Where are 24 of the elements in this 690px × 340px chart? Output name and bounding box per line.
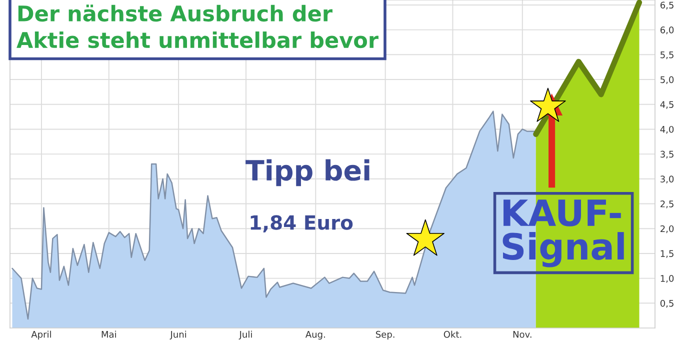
- text: Der nächste Ausbruch der Aktie steht unmittelbar bevor: [16, 4, 378, 48]
- annotation: 1,84 Euro: [250, 215, 353, 232]
- y-tick-label: 5,5: [660, 52, 674, 60]
- x-tick-label: Nov.: [513, 331, 532, 338]
- y-tick-label: 0,5: [660, 300, 674, 308]
- y-tick-label: 4,5: [660, 101, 674, 109]
- y-tick-label: 6,0: [660, 26, 674, 34]
- x-tick-label: Aug.: [305, 331, 325, 340]
- y-tick-label: 2,0: [660, 225, 674, 234]
- y-tick-label: 1,5: [660, 250, 674, 258]
- x-tick-label: Okt.: [444, 330, 462, 338]
- x-tick-label: Juli: [238, 330, 252, 340]
- annotation: Tipp bei: [246, 159, 370, 186]
- x-tick-label: Mai: [102, 330, 116, 338]
- y-tick-label: 4,0: [660, 126, 674, 134]
- y-tick-label: 1,0: [660, 275, 674, 283]
- y-tick-label: 2,5: [660, 200, 674, 208]
- y-tick-label: 6,5: [660, 2, 674, 10]
- x-tick-label: Sep.: [376, 330, 394, 340]
- y-tick-label: 3,5: [660, 150, 674, 159]
- y-tick-label: 3,0: [660, 176, 674, 184]
- y-tick-label: 5,0: [660, 76, 674, 84]
- x-tick-label: Juni: [170, 330, 186, 340]
- x-tick-label: April: [31, 330, 51, 340]
